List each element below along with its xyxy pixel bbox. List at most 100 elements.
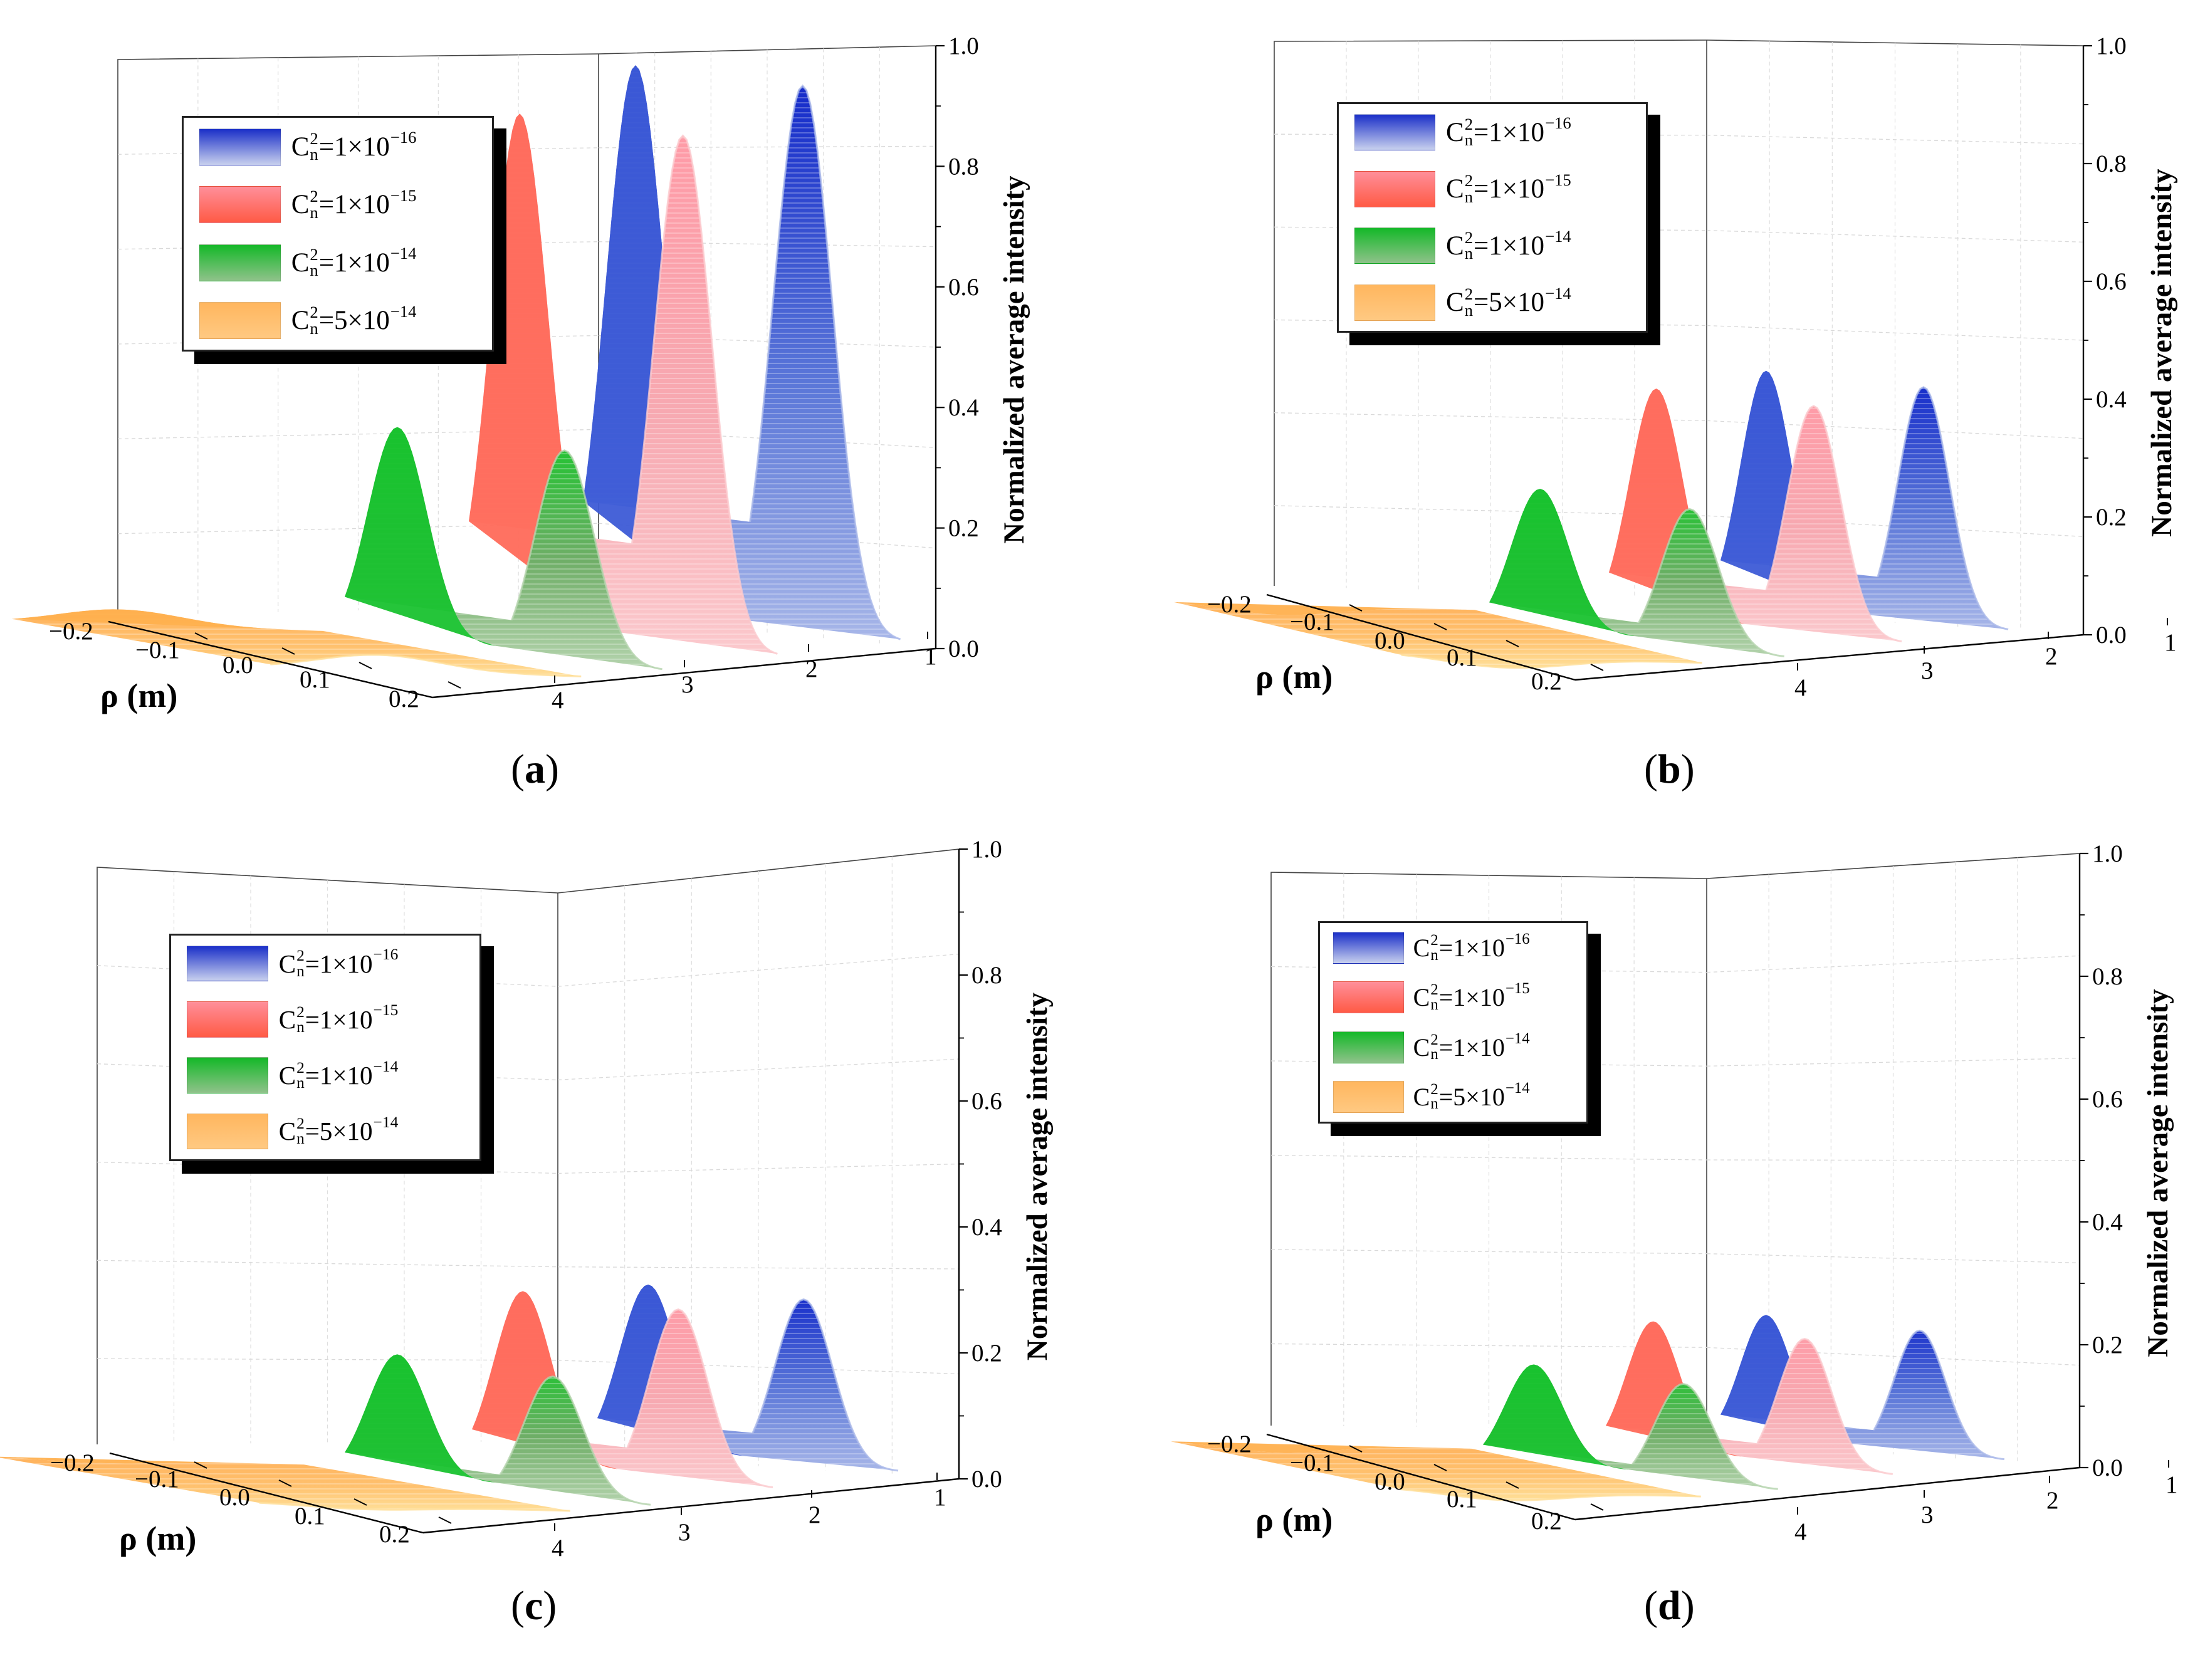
rho-tick-label: 0.0: [1375, 1468, 1405, 1495]
legend-swatch: [186, 945, 268, 982]
z-axis-c: 0.0 0.2 0.4 0.6 0.8 1.0 Normalized average int…: [958, 836, 1054, 1493]
rho-tick-label: −0.2: [1207, 1431, 1252, 1458]
surfaces-a: [12, 65, 901, 677]
chart-b-svg: 0.0 0.2 0.4 0.6 0.8 1.0 Normalized average int…: [1174, 33, 2178, 701]
rho-tick-label: −0.1: [135, 1466, 179, 1493]
caption-a: (a): [511, 746, 559, 792]
rho-axis-label: ρ (m): [119, 1520, 196, 1557]
rho-tick-label: −0.1: [135, 637, 180, 664]
floor-axes-c: −0.2 −0.1 0.0 0.1 0.2 1 2 3 4 ρ (m): [50, 1449, 960, 1562]
z-axis-label: Normalized average intensity: [2145, 169, 2178, 537]
z-tick-label: 1.0: [2092, 840, 2123, 867]
depth-tick-label: 4: [1794, 1518, 1807, 1545]
z-tick-label: 0.4: [971, 1214, 1002, 1241]
legend-b: C 2 n =1×10 −16 C 2 n =1×10 −15 C 2 n =1×10 −14 C 2 n =5×1…: [1337, 102, 1648, 333]
chart-d-svg: 0.0 0.2 0.4 0.6 0.8 1.0 Normalized average int…: [1171, 840, 2178, 1545]
z-tick-label: 0.4: [2092, 1209, 2123, 1236]
z-tick-label: 0.2: [2096, 504, 2127, 531]
chart-a-svg: 0.0 0.2 0.4 0.6 0.8 1.0 Normalized average int…: [12, 33, 1030, 714]
legend-label: C 2 n =5×10 −14: [1446, 283, 1571, 320]
z-tick-label: 0.2: [971, 1340, 1002, 1367]
z-tick-label: 0.6: [2096, 268, 2127, 295]
rho-tick-label: 0.0: [219, 1484, 250, 1511]
rho-tick-label: 0.1: [295, 1503, 325, 1530]
legend-entry-1: C 2 n =1×10 −16: [171, 936, 479, 991]
legend-swatch: [1333, 932, 1404, 964]
rho-tick-label: 0.1: [1447, 644, 1477, 671]
z-axis-a: 0.0 0.2 0.4 0.6 0.8 1.0 Normalized average int…: [935, 33, 1030, 662]
legend-swatch: [199, 128, 281, 165]
rho-tick-label: 0.0: [223, 652, 253, 679]
panel-c: 0.0 0.2 0.4 0.6 0.8 1.0 Normalized average int…: [0, 836, 1105, 1680]
legend-label: C 2 n =1×10 −15: [278, 1001, 399, 1036]
rho-tick-label: 0.2: [1531, 668, 1562, 695]
legend-label: C 2 n =5×10 −14: [1413, 1079, 1530, 1113]
z-tick-label: 0.6: [2092, 1086, 2123, 1113]
z-tick-label: 0.4: [948, 394, 979, 421]
surface-3: [345, 1354, 651, 1506]
rho-tick-label: 0.1: [1447, 1486, 1477, 1513]
floor-axes-b: −0.2 −0.1 0.0 0.1 0.2 1 2 3 4 ρ (m): [1207, 591, 2177, 701]
legend-label: C 2 n =1×10 −14: [1446, 227, 1571, 263]
rho-tick-label: 0.1: [300, 666, 330, 693]
legend-swatch: [199, 186, 281, 224]
legend-entry-2: C 2 n =1×10 −15: [184, 176, 492, 234]
legend-label: C 2 n =1×10 −16: [291, 128, 417, 164]
rho-tick-label: 0.2: [389, 686, 419, 712]
legend-swatch: [1333, 1031, 1404, 1063]
caption-c: (c): [511, 1583, 557, 1629]
legend-entry-4: C 2 n =5×10 −14: [1339, 274, 1646, 331]
rho-axis-label: ρ (m): [100, 677, 177, 714]
z-tick-label: 0.6: [948, 274, 979, 301]
legend-entry-2: C 2 n =1×10 −15: [1339, 161, 1646, 218]
surface-4: [0, 1456, 570, 1512]
depth-tick-label: 3: [681, 671, 694, 698]
depth-tick-label: 2: [2046, 1487, 2059, 1514]
legend-label: C 2 n =1×10 −15: [1446, 170, 1571, 206]
chart-c-svg: 0.0 0.2 0.4 0.6 0.8 1.0 Normalized average int…: [0, 836, 1054, 1562]
depth-tick-label: 4: [552, 1535, 564, 1562]
legend-swatch: [186, 1001, 268, 1038]
legend-label: C 2 n =1×10 −14: [278, 1057, 399, 1092]
z-tick-label: 0.2: [2092, 1332, 2123, 1359]
rho-tick-label: −0.2: [1207, 591, 1252, 618]
legend-entry-4: C 2 n =5×10 −14: [184, 292, 492, 350]
z-axis-label: Normalized average intensity: [1021, 992, 1054, 1360]
z-tick-label: 0.8: [2092, 963, 2123, 990]
depth-tick-label: 2: [809, 1501, 821, 1528]
z-tick-label: 1.0: [2096, 33, 2127, 60]
legend-swatch: [1354, 284, 1435, 321]
depth-tick-label: 4: [552, 687, 564, 714]
legend-label: C 2 n =1×10 −16: [1446, 113, 1571, 150]
surface-4: [1171, 1441, 1701, 1501]
legend-swatch: [199, 244, 281, 281]
legend-label: C 2 n =1×10 −14: [1413, 1030, 1530, 1063]
depth-tick-label: 1: [924, 643, 937, 670]
depth-tick-label: 3: [678, 1519, 691, 1546]
rho-axis-label: ρ (m): [1255, 1501, 1333, 1538]
rho-tick-label: 0.2: [379, 1521, 410, 1548]
depth-tick-label: 2: [2045, 643, 2058, 670]
depth-tick-label: 2: [805, 655, 818, 682]
depth-tick-label: 1: [2164, 629, 2177, 656]
panel-d: 0.0 0.2 0.4 0.6 0.8 1.0 Normalized average int…: [1105, 840, 2210, 1680]
legend-entry-3: C 2 n =1×10 −14: [184, 234, 492, 292]
legend-swatch: [1354, 114, 1435, 151]
floor-axes-d: −0.2 −0.1 0.0 0.1 0.2 1 2 3 4 ρ (m): [1207, 1431, 2178, 1545]
z-axis-d: 0.0 0.2 0.4 0.6 0.8 1.0 Normalized average int…: [2078, 840, 2174, 1481]
z-tick-label: 0.0: [948, 635, 979, 662]
legend-a: C 2 n =1×10 −16 C 2 n =1×10 −15 C 2 n =1×10 −14 C 2 n =5×1…: [182, 116, 494, 352]
panel-a: 0.0 0.2 0.4 0.6 0.8 1.0 Normalized average int…: [0, 0, 1105, 840]
legend-entry-1: C 2 n =1×10 −16: [1320, 923, 1586, 973]
surfaces-b: [1174, 370, 2009, 669]
rho-tick-label: −0.2: [50, 1449, 95, 1476]
legend-label: C 2 n =1×10 −16: [278, 946, 399, 980]
legend-label: C 2 n =1×10 −16: [1413, 931, 1530, 964]
legend-swatch: [186, 1113, 268, 1150]
legend-swatch: [199, 302, 281, 340]
surface-4: [12, 609, 582, 677]
z-tick-label: 0.0: [2096, 622, 2127, 649]
legend-entry-1: C 2 n =1×10 −16: [1339, 104, 1646, 161]
z-tick-label: 0.8: [971, 962, 1002, 989]
legend-label: C 2 n =5×10 −14: [291, 301, 417, 338]
